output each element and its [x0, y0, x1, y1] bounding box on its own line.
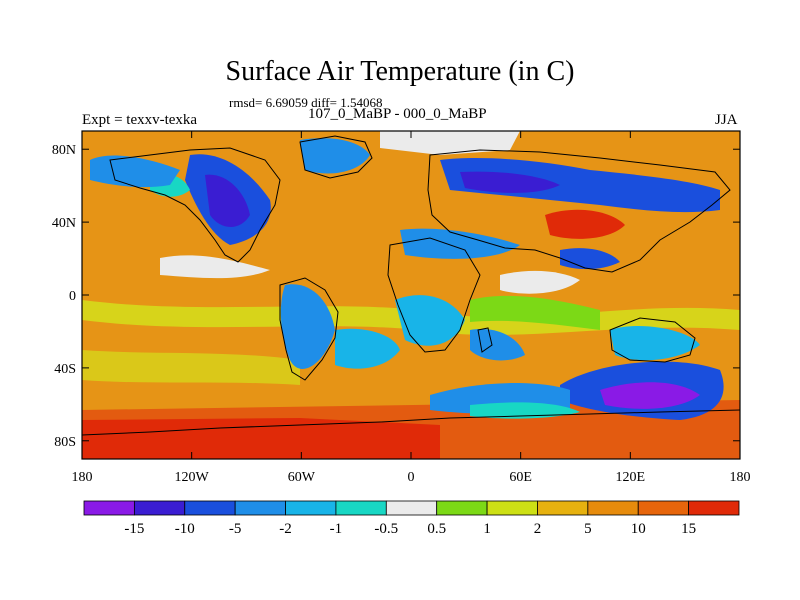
coastline-madagascar — [477, 327, 493, 353]
atlantic-neutral — [500, 270, 580, 294]
colorbar-label: 5 — [584, 521, 592, 537]
coastline-australia — [609, 317, 696, 363]
experiment-label: Expt = texxv-texka — [82, 112, 198, 128]
latitude-axis: 80N 40N 0 40S 80S — [52, 143, 740, 450]
north-america-very-cold — [205, 174, 250, 228]
coastline-north-america — [109, 147, 281, 263]
colorbar-label: -1 — [330, 521, 343, 537]
south-america-aqua — [335, 328, 400, 369]
colorbar-label: 10 — [631, 521, 646, 537]
lat-tick-label: 0 — [69, 289, 76, 304]
colorbar-label: -2 — [279, 521, 292, 537]
lat-tick-label: 40S — [54, 362, 76, 377]
asia-hot-core — [545, 209, 625, 239]
lat-tick-label: 80S — [54, 435, 76, 450]
colorbar-swatch — [688, 500, 740, 516]
colorbar-label: -5 — [229, 521, 242, 537]
greenland-cold — [300, 138, 370, 174]
colorbar-label: -15 — [124, 521, 144, 537]
colorbar-label: 15 — [681, 521, 696, 537]
plot-subtitle: 107_0_MaBP - 000_0_MaBP — [308, 106, 487, 122]
colorbar-swatch — [587, 500, 639, 516]
lat-tick-label: 40N — [52, 216, 76, 231]
colorbar: -15 -10 -5 -2 -1 -0.5 0.5 1 2 5 10 15 — [83, 500, 740, 537]
coastline-africa — [387, 237, 481, 353]
africa-cool — [395, 295, 465, 346]
lon-tick-label: 0 — [408, 470, 415, 485]
eurasia-cold — [440, 158, 720, 213]
arctic-neutral — [380, 131, 520, 155]
central-asia-cool — [400, 228, 520, 259]
lon-tick-label: 60W — [288, 470, 316, 485]
colorbar-label: -0.5 — [374, 521, 398, 537]
colorbar-swatch — [637, 500, 690, 516]
colorbar-swatch — [234, 500, 286, 516]
lon-tick-label: 60E — [509, 470, 532, 485]
colorbar-swatch — [537, 500, 589, 516]
lat-tick-label: 80N — [52, 143, 76, 158]
season-label: JJA — [715, 112, 738, 128]
colorbar-swatch — [285, 500, 337, 516]
lon-tick-label: 120W — [175, 470, 210, 485]
alaska-cool — [90, 155, 180, 188]
coastlines — [82, 135, 740, 436]
colorbar-swatch — [133, 500, 186, 516]
colorbar-swatch — [335, 500, 387, 516]
pacific-mild-patch — [82, 350, 300, 385]
colorbar-swatch — [436, 500, 488, 516]
coastline-antarctica — [82, 409, 740, 436]
colorbar-label: -10 — [175, 521, 195, 537]
coastline-eurasia — [427, 149, 731, 273]
lon-tick-label: 120E — [616, 470, 646, 485]
antarctic-coast-hot — [82, 418, 440, 459]
colorbar-swatch — [486, 500, 538, 516]
colorbar-swatch — [385, 500, 438, 516]
plot-title: Surface Air Temperature (in C) — [225, 56, 575, 87]
lon-tick-label: 180 — [72, 470, 93, 485]
australia-cool — [610, 325, 700, 361]
antarctica-aqua-edge — [470, 402, 580, 419]
colorbar-swatch — [184, 500, 236, 516]
antarctica-extreme-cold — [600, 382, 700, 409]
coastline-greenland — [299, 135, 373, 179]
stats-line: rmsd= 6.69059 diff= 1.54068 — [229, 95, 383, 110]
madagascar-cool — [470, 329, 525, 361]
coastline-south-america — [279, 277, 339, 381]
colorbar-label: 0.5 — [427, 521, 446, 537]
siberia-very-cold — [460, 171, 560, 193]
colorbar-swatch — [83, 500, 135, 516]
south-america-cool — [280, 284, 335, 369]
colorbar-label: 1 — [483, 521, 491, 537]
pacific-neutral-patch — [160, 255, 270, 279]
temperature-field — [82, 131, 740, 459]
colorbar-label: 2 — [534, 521, 542, 537]
longitude-axis: 180 120W 60W 0 60E 120E 180 — [72, 131, 751, 485]
lon-tick-label: 180 — [730, 470, 751, 485]
indian-ocean-green — [470, 295, 600, 330]
